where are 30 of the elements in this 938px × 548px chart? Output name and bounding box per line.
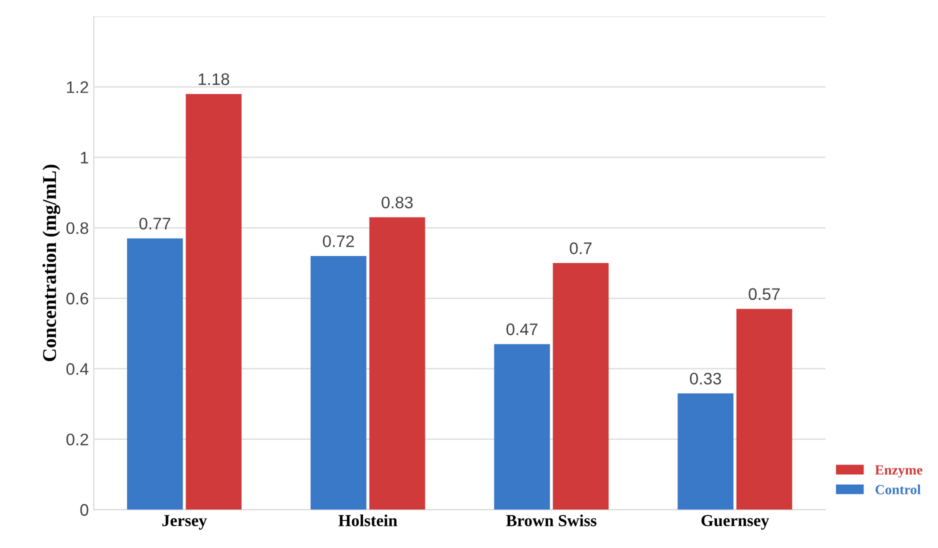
y-tick-label: 0.4	[66, 363, 88, 375]
x-tick-label: Brown Swiss	[506, 514, 596, 526]
bar	[494, 344, 550, 510]
legend-label: Enzyme	[875, 465, 922, 478]
y-tick-label: 0.8	[66, 222, 88, 234]
y-tick-label: 0.6	[66, 292, 88, 304]
data-label: 1.18	[198, 73, 230, 86]
x-tick-label: Jersey	[162, 515, 207, 530]
data-label: 0.7	[570, 242, 592, 254]
bar	[186, 94, 242, 510]
data-label: 0.47	[506, 323, 538, 336]
x-tick-label: Holstein	[338, 514, 398, 526]
bar	[310, 256, 366, 510]
bar	[552, 263, 609, 510]
legend-label: Control	[876, 484, 921, 494]
data-label: 0.77	[139, 218, 170, 230]
data-label: 0.33	[690, 372, 722, 385]
y-tick-label: 0	[80, 504, 88, 516]
bar	[127, 238, 183, 510]
data-label: 0.72	[322, 235, 354, 248]
y-axis-title: Concentration (mg/mL)	[42, 164, 60, 362]
x-tick-label: Guernsey	[701, 514, 770, 530]
bar	[369, 217, 426, 510]
y-tick-label: 1	[80, 152, 88, 164]
y-tick-label: 1.2	[67, 81, 88, 93]
bar	[678, 393, 734, 510]
y-tick-label: 0.2	[66, 434, 88, 446]
bar	[736, 308, 792, 510]
data-label: 0.83	[382, 196, 413, 208]
data-label: 0.57	[748, 288, 780, 300]
